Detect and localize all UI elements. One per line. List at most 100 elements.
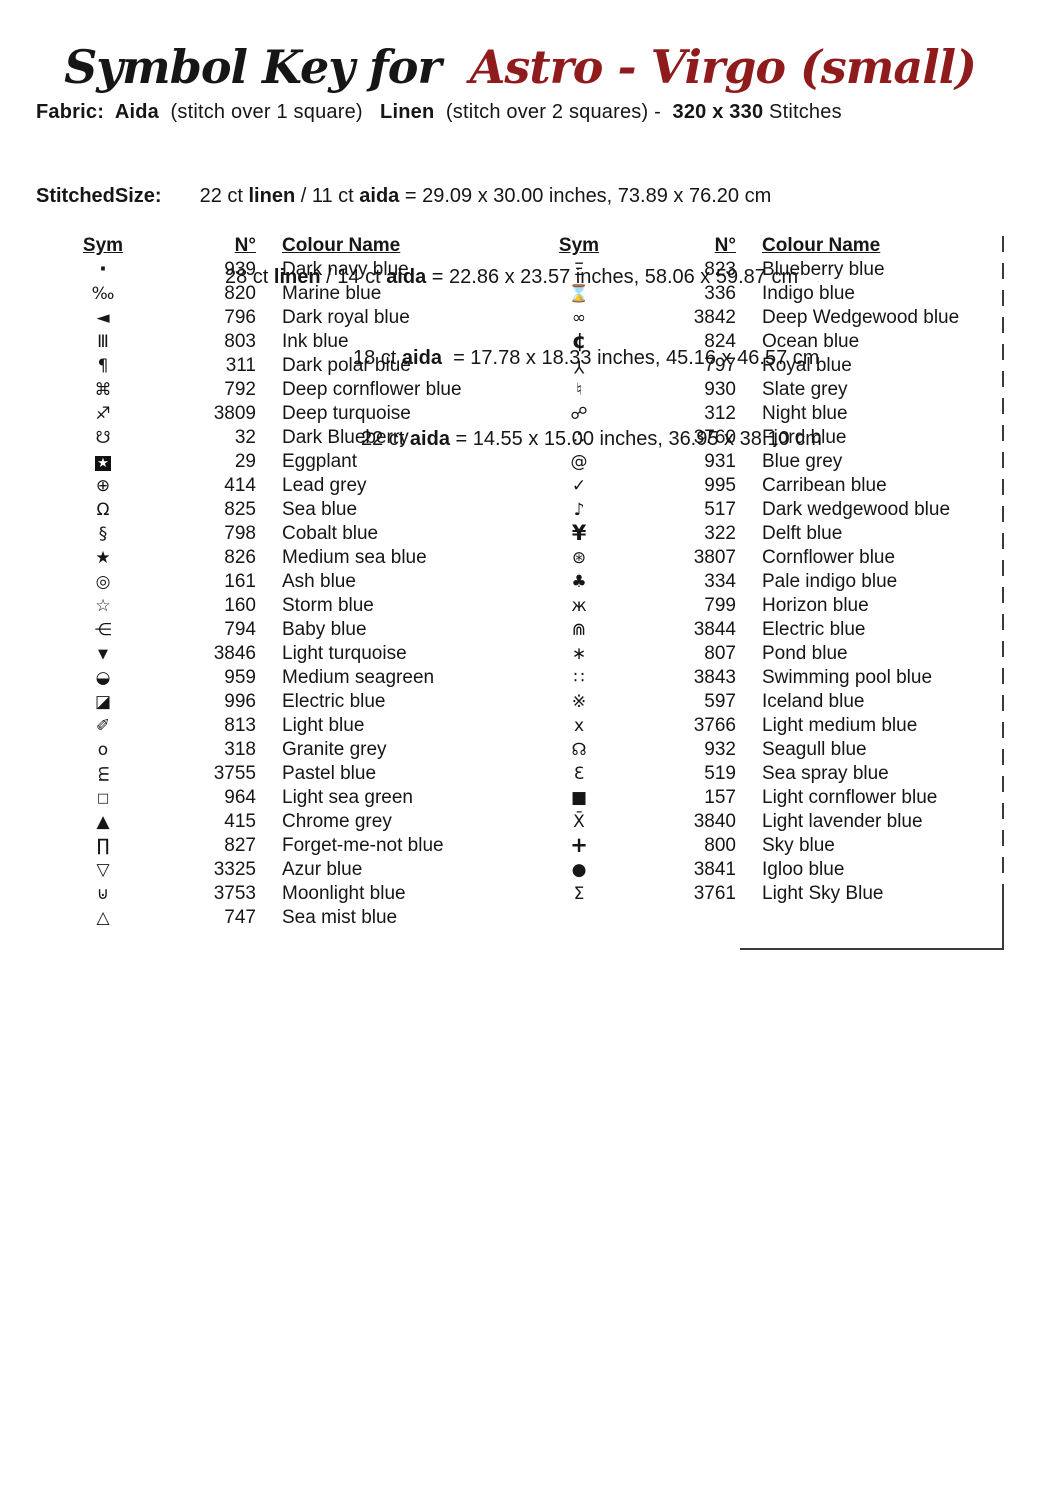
symbol-cell: Y: [542, 355, 616, 377]
symbol-glyph: △: [96, 908, 110, 928]
text-segment: = 17.78 x 18.33 inches, 45.16 x 46.57 cm: [441, 347, 820, 369]
thread-number-cell: 334: [704, 571, 736, 592]
symbol-glyph: x: [573, 716, 585, 736]
page-border-right-dashed: [1002, 236, 1004, 896]
symbol-glyph: X̄: [573, 812, 585, 832]
symbol-glyph: Σ: [573, 884, 585, 904]
thread-number-cell: 794: [224, 619, 256, 640]
thread-number-cell: 3846: [213, 643, 256, 664]
symbol-cell: ∷: [542, 667, 616, 689]
colour-name-cell: Light lavender blue: [762, 811, 923, 832]
symbol-glyph: Ⅲ: [97, 332, 109, 352]
symbol-cell: ◄: [66, 307, 140, 329]
symbol-glyph: @: [570, 452, 588, 472]
size-line-3: 18 ct aida = 17.78 x 18.33 inches, 45.16…: [353, 345, 822, 372]
text-segment-bold: aida: [409, 428, 450, 450]
colour-name-cell: Carribean blue: [762, 475, 887, 496]
size-line-4: 22 ct aida = 14.55 x 15.00 inches, 36.95…: [361, 426, 822, 453]
thread-number-cell: 3842: [693, 307, 736, 328]
thread-number-cell: 799: [704, 595, 736, 616]
text-segment-bold: Fabric: Aida: [36, 101, 159, 123]
text-segment: / 11 ct: [295, 185, 360, 207]
symbol-cell: ⊍: [66, 883, 140, 905]
colour-name-cell: Ash blue: [282, 571, 356, 592]
symbol-cell: ☋: [66, 427, 140, 449]
symbol-cell: ♪: [542, 499, 616, 521]
page-title: Symbol Key for Astro - Virgo (small): [0, 40, 1040, 94]
symbol-glyph: ♮: [575, 380, 583, 400]
thread-number-cell: 995: [704, 475, 736, 496]
colour-name-cell: Light turquoise: [282, 643, 407, 664]
text-segment: 18 ct: [353, 347, 402, 369]
symbol-glyph: ⊍: [96, 884, 110, 904]
symbol-cell: ✐: [66, 715, 140, 737]
symbol-cell: m: [66, 763, 140, 785]
symbol-glyph: ⌘: [94, 380, 112, 400]
colour-name-cell: Dark navy blue: [282, 259, 409, 280]
column-header-number: N°: [234, 235, 256, 256]
symbol-glyph: ¶: [97, 356, 109, 376]
symbol-cell: ★: [66, 451, 140, 473]
size-line-1: 22 ct linen / 11 ct aida = 29.09 x 30.00…: [200, 183, 772, 210]
column-header-colour-name: Colour Name: [762, 235, 881, 256]
size-line-2: 28 ct linen / 14 ct aida = 22.86 x 23.57…: [225, 264, 822, 291]
colour-name-cell: Fjord blue: [762, 427, 847, 448]
thread-number-cell: 939: [224, 259, 256, 280]
colour-name-cell: Electric blue: [282, 691, 386, 712]
symbol-cell: ☆: [66, 595, 140, 617]
symbol-cell: ∞: [542, 307, 616, 329]
colour-name-cell: Sea mist blue: [282, 907, 398, 928]
colour-name-cell: Deep cornflower blue: [282, 379, 462, 400]
colour-name-cell: Deep Wedgewood blue: [762, 307, 960, 328]
thread-number-cell: 3807: [693, 547, 736, 568]
symbol-glyph: ✐: [95, 716, 111, 736]
colour-name-cell: Sea blue: [282, 499, 358, 520]
symbol-glyph: ●: [571, 860, 587, 880]
colour-name-cell: Pale indigo blue: [762, 571, 898, 592]
thread-number-cell: 3840: [693, 811, 736, 832]
symbol-glyph: ♣: [571, 572, 587, 592]
symbol-cell: ■: [542, 787, 616, 809]
colour-name-cell: Light medium blue: [762, 715, 918, 736]
colour-name-cell: Light cornflower blue: [762, 787, 938, 808]
colour-name-cell: Baby blue: [282, 619, 367, 640]
text-segment: 28 ct: [225, 266, 274, 288]
stitched-size-label: StitchedSize:: [36, 185, 162, 207]
thread-number-cell: 798: [224, 523, 256, 544]
colour-name-cell: Azur blue: [282, 859, 363, 880]
thread-number-cell: 792: [224, 379, 256, 400]
symbol-table-left: Sym N° Colour Name · 939 Dark navy blue ‰ 82…: [66, 234, 556, 930]
text-segment-bold: linen: [273, 266, 321, 288]
thread-number-cell: 29: [234, 451, 256, 472]
text-segment: = 22.86 x 23.57 inches, 58.06 x 59.87 cm: [426, 266, 799, 288]
symbol-cell: +: [542, 834, 616, 858]
symbol-glyph: ¢: [571, 329, 587, 353]
symbol-cell: Ɛ: [542, 763, 616, 785]
symbol-glyph: ☋: [95, 428, 111, 448]
colour-name-cell: Blue grey: [762, 451, 843, 472]
text-segment-bold: 320 x 330: [672, 101, 764, 123]
symbol-glyph: ж: [571, 596, 587, 616]
symbol-glyph: ¥: [571, 521, 587, 545]
symbol-cell: ●: [542, 859, 616, 881]
symbol-cell: Ξ: [542, 259, 616, 281]
thread-number-cell: 803: [224, 331, 256, 352]
symbol-glyph: ★: [95, 456, 111, 471]
colour-name-cell: Cornflower blue: [762, 547, 896, 568]
thread-number-cell: 3760: [693, 427, 736, 448]
colour-name-cell: Igloo blue: [762, 859, 845, 880]
colour-name-cell: Moonlight blue: [282, 883, 406, 904]
colour-name-cell: Ink blue: [282, 331, 349, 352]
column-header-sym: Sym: [82, 235, 124, 256]
symbol-glyph: ⊛: [571, 548, 587, 568]
symbol-glyph: ▼: [98, 647, 108, 662]
text-segment-bold: linen: [248, 185, 296, 207]
symbol-glyph: ✓: [571, 476, 587, 496]
colour-name-cell: Cobalt blue: [282, 523, 379, 544]
thread-number-cell: 3761: [693, 883, 736, 904]
thread-number-cell: 318: [224, 739, 256, 760]
colour-name-cell: Ocean blue: [762, 331, 860, 352]
symbol-cell: □: [66, 786, 140, 810]
colour-name-cell: Seagull blue: [762, 739, 867, 760]
thread-number-cell: 312: [704, 403, 736, 424]
